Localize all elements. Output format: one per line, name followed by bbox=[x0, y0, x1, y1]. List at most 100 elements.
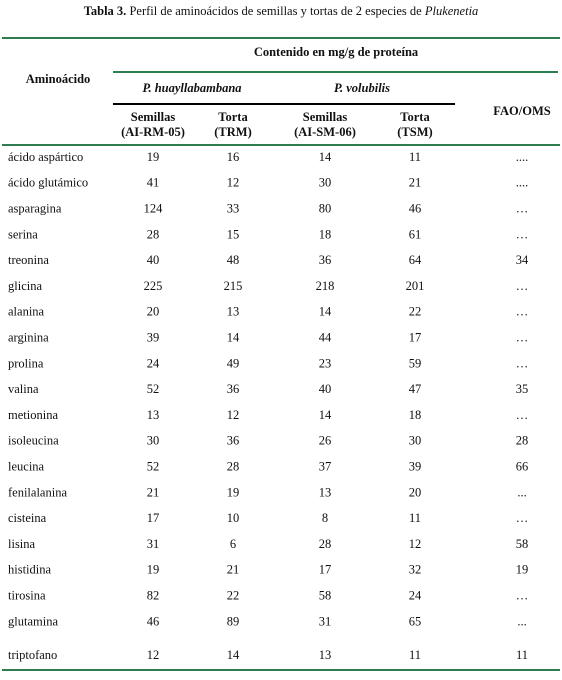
title-text: Perfil de aminoácidos de semillas y tort… bbox=[129, 4, 422, 18]
cell: 39 bbox=[147, 330, 160, 344]
cell: 14 bbox=[319, 408, 332, 422]
cell: 13 bbox=[227, 305, 240, 319]
cell: … bbox=[516, 588, 529, 602]
row-label: alanina bbox=[8, 305, 45, 319]
column-header: Torta bbox=[400, 110, 430, 124]
row-label: fenilalanina bbox=[8, 485, 67, 499]
cell: … bbox=[516, 408, 529, 422]
cell: 37 bbox=[319, 459, 332, 473]
cell: 20 bbox=[409, 485, 422, 499]
cell: 82 bbox=[147, 588, 160, 602]
cell: 34 bbox=[516, 253, 529, 267]
cell: 59 bbox=[409, 356, 422, 370]
row-label: valina bbox=[8, 382, 39, 396]
cell: 44 bbox=[319, 330, 332, 344]
cell: 15 bbox=[227, 227, 240, 241]
cell: 46 bbox=[147, 614, 160, 628]
cell: 80 bbox=[319, 201, 332, 215]
column-header: (AI-SM-06) bbox=[294, 125, 356, 139]
cell: 19 bbox=[516, 563, 529, 577]
species-header: P. volubilis bbox=[334, 81, 390, 95]
cell: 41 bbox=[147, 176, 160, 190]
row-label: ácido aspártico bbox=[8, 150, 83, 164]
cell: 36 bbox=[227, 382, 240, 396]
cell: 201 bbox=[406, 279, 425, 293]
cell: 10 bbox=[227, 511, 240, 525]
group-header: Contenido en mg/g de proteína bbox=[254, 45, 419, 59]
cell: 36 bbox=[319, 253, 332, 267]
cell: … bbox=[516, 305, 529, 319]
cell: … bbox=[516, 356, 529, 370]
cell: 22 bbox=[409, 305, 422, 319]
cell: 8 bbox=[322, 511, 328, 525]
cell: 40 bbox=[147, 253, 160, 267]
cell: 21 bbox=[227, 563, 240, 577]
row-label: serina bbox=[8, 227, 38, 241]
cell: 13 bbox=[319, 648, 332, 662]
cell: 47 bbox=[409, 382, 422, 396]
row-label: glutamina bbox=[8, 614, 58, 628]
column-header: (AI-RM-05) bbox=[121, 125, 185, 139]
cell: 225 bbox=[144, 279, 163, 293]
cell: 64 bbox=[409, 253, 422, 267]
cell: 12 bbox=[409, 537, 422, 551]
cell: 28 bbox=[147, 227, 160, 241]
cell: 52 bbox=[147, 382, 160, 396]
species-header: P. huayllabambana bbox=[142, 81, 241, 95]
cell: 22 bbox=[227, 588, 240, 602]
cell: 31 bbox=[147, 537, 160, 551]
cell: 49 bbox=[227, 356, 240, 370]
cell: 30 bbox=[409, 434, 422, 448]
cell: 17 bbox=[319, 563, 332, 577]
cell: 32 bbox=[409, 563, 422, 577]
first-header: Aminoácido bbox=[26, 72, 91, 86]
cell: 11 bbox=[409, 511, 421, 525]
column-header: (TSM) bbox=[397, 125, 432, 139]
row-label: treonina bbox=[8, 253, 49, 267]
cell: 58 bbox=[516, 537, 529, 551]
cell: 33 bbox=[227, 201, 240, 215]
cell: 124 bbox=[144, 201, 164, 215]
cell: 58 bbox=[319, 588, 332, 602]
cell: 19 bbox=[147, 150, 160, 164]
row-label: lisina bbox=[8, 537, 36, 551]
cell: 11 bbox=[409, 648, 421, 662]
cell: 16 bbox=[227, 150, 240, 164]
cell: 35 bbox=[516, 382, 529, 396]
cell: 24 bbox=[409, 588, 422, 602]
row-label: tirosina bbox=[8, 588, 46, 602]
cell: 18 bbox=[319, 227, 332, 241]
cell: 89 bbox=[227, 614, 240, 628]
cell: 13 bbox=[319, 485, 332, 499]
cell: 215 bbox=[224, 279, 243, 293]
cell: 28 bbox=[227, 459, 240, 473]
cell: 12 bbox=[227, 176, 240, 190]
cell: … bbox=[516, 279, 529, 293]
cell: 65 bbox=[409, 614, 422, 628]
cell: 26 bbox=[319, 434, 332, 448]
cell: … bbox=[516, 227, 529, 241]
cell: 21 bbox=[147, 485, 160, 499]
cell: 36 bbox=[227, 434, 240, 448]
cell: 19 bbox=[227, 485, 240, 499]
cell: .... bbox=[516, 150, 529, 164]
column-header: Torta bbox=[218, 110, 248, 124]
row-label: arginina bbox=[8, 330, 49, 344]
row-label: isoleucina bbox=[8, 434, 59, 448]
cell: 23 bbox=[319, 356, 332, 370]
column-header: Semillas bbox=[303, 110, 348, 124]
row-label: histidina bbox=[8, 563, 52, 577]
row-label: ácido glutámico bbox=[8, 176, 88, 190]
cell: 14 bbox=[227, 330, 240, 344]
cell: 30 bbox=[147, 434, 160, 448]
cell: 12 bbox=[227, 408, 240, 422]
cell: 11 bbox=[409, 150, 421, 164]
cell: 31 bbox=[319, 614, 332, 628]
cell: 18 bbox=[409, 408, 422, 422]
cell: 14 bbox=[319, 305, 332, 319]
row-label: leucina bbox=[8, 459, 45, 473]
row-label: metionina bbox=[8, 408, 58, 422]
cell: 61 bbox=[409, 227, 422, 241]
cell: 28 bbox=[319, 537, 332, 551]
